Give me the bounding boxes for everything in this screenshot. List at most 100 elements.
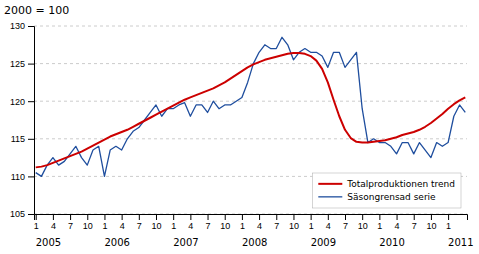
x-tick-label: 4 <box>395 221 400 231</box>
x-tick-label: 1 <box>171 221 176 231</box>
x-axis: 1471014710147101471014710147101 <box>34 214 468 231</box>
x-tick: 4 <box>257 214 262 231</box>
x-tick: 7 <box>206 214 211 231</box>
x-tick-mark <box>122 214 123 220</box>
legend-label: Säsongrensad serie <box>347 192 436 202</box>
x-tick-label: 1 <box>102 221 107 231</box>
x-tick-mark <box>104 214 105 220</box>
y-tick: 105 <box>10 209 34 219</box>
x-tick-label: 7 <box>68 221 73 231</box>
y-tick-mark <box>28 176 34 177</box>
x-tick: 7 <box>412 214 417 231</box>
y-tick: 125 <box>10 59 34 69</box>
x-tick-label: 4 <box>188 221 193 231</box>
year-label: 2011 <box>448 237 473 248</box>
x-axis-line <box>35 215 468 221</box>
x-tick-mark <box>311 214 312 220</box>
x-tick: 1 <box>309 214 314 231</box>
y-tick: 110 <box>11 172 34 182</box>
y-tick: 120 <box>10 97 34 107</box>
x-tick-label: 4 <box>51 221 56 231</box>
x-tick-mark <box>397 214 398 220</box>
legend-item: Totalproduktionen trend <box>318 179 455 189</box>
y-tick: 130 <box>10 21 34 31</box>
x-tick-mark <box>225 214 226 220</box>
x-tick: 10 <box>289 214 299 231</box>
x-tick-label: 10 <box>289 221 299 231</box>
x-tick-label: 4 <box>257 221 262 231</box>
y-tick-mark <box>28 64 34 65</box>
x-tick: 1 <box>171 214 176 231</box>
y-tick-mark <box>28 214 34 215</box>
x-tick-label: 4 <box>326 221 331 231</box>
grid <box>34 26 467 214</box>
x-tick-mark <box>87 214 88 220</box>
x-tick: 1 <box>446 214 451 231</box>
x-tick-label: 1 <box>446 221 451 231</box>
legend-label: Totalproduktionen trend <box>346 179 455 189</box>
x-tick-mark <box>414 214 415 220</box>
x-tick-mark <box>448 214 449 220</box>
x-tick: 1 <box>34 214 39 231</box>
y-tick-label: 125 <box>10 59 25 69</box>
x-tick-label: 7 <box>137 221 142 231</box>
legend-swatch <box>318 183 342 185</box>
x-tick: 1 <box>102 214 107 231</box>
x-tick: 10 <box>151 214 161 231</box>
x-tick: 10 <box>358 214 368 231</box>
annotations: 2005200620072008200920102011 <box>36 237 474 248</box>
y-tick-label: 120 <box>10 97 25 107</box>
y-tick-mark <box>28 101 34 102</box>
x-tick-mark <box>139 214 140 220</box>
year-label: 2008 <box>242 237 267 248</box>
x-tick-mark <box>293 214 294 220</box>
grid-line <box>34 138 467 139</box>
legend-item: Säsongrensad serie <box>318 192 436 202</box>
lines <box>36 37 466 176</box>
x-tick-mark <box>156 214 157 220</box>
x-tick-label: 7 <box>412 221 417 231</box>
y-tick-label: 110 <box>11 172 25 182</box>
grid-line <box>34 101 467 102</box>
x-tick-label: 7 <box>343 221 348 231</box>
y-tick-label: 130 <box>10 21 25 31</box>
x-tick: 4 <box>326 214 331 231</box>
y-tick-label: 115 <box>11 134 25 144</box>
chart: 1471014710147101471014710147101105110115… <box>0 0 479 254</box>
x-tick-label: 7 <box>206 221 211 231</box>
x-tick-mark <box>173 214 174 220</box>
y-axis: 105 110 115 120 125 130 <box>10 21 35 219</box>
legend-box <box>312 173 461 208</box>
x-tick-label: 7 <box>274 221 279 231</box>
x-tick: 10 <box>426 214 436 231</box>
x-tick: 10 <box>83 214 93 231</box>
year-label: 2010 <box>379 237 404 248</box>
series-line <box>36 53 466 167</box>
legend-swatch <box>318 196 342 197</box>
x-tick-mark <box>362 214 363 220</box>
x-tick: 1 <box>240 214 245 231</box>
x-tick: 4 <box>120 214 125 231</box>
x-tick-label: 1 <box>240 221 245 231</box>
x-tick: 4 <box>395 214 400 231</box>
x-tick-label: 1 <box>34 221 39 231</box>
x-tick: 10 <box>220 214 230 231</box>
x-tick-label: 1 <box>309 221 314 231</box>
x-tick-label: 4 <box>120 221 125 231</box>
x-tick: 7 <box>68 214 73 231</box>
x-tick-mark <box>259 214 260 220</box>
y-tick-mark <box>28 139 34 140</box>
x-tick-mark <box>70 214 71 220</box>
legend: Totalproduktionen trend Säsongrensad seri… <box>312 173 461 208</box>
x-tick-mark <box>208 214 209 220</box>
year-label: 2006 <box>104 237 129 248</box>
y-tick: 115 <box>11 134 34 144</box>
grid-line <box>34 63 467 64</box>
x-tick: 4 <box>51 214 56 231</box>
x-tick-label: 10 <box>358 221 368 231</box>
x-tick-mark <box>36 214 37 220</box>
x-tick-label: 10 <box>426 221 436 231</box>
x-tick-mark <box>53 214 54 220</box>
x-tick-label: 10 <box>151 221 161 231</box>
grid-line <box>34 26 467 27</box>
